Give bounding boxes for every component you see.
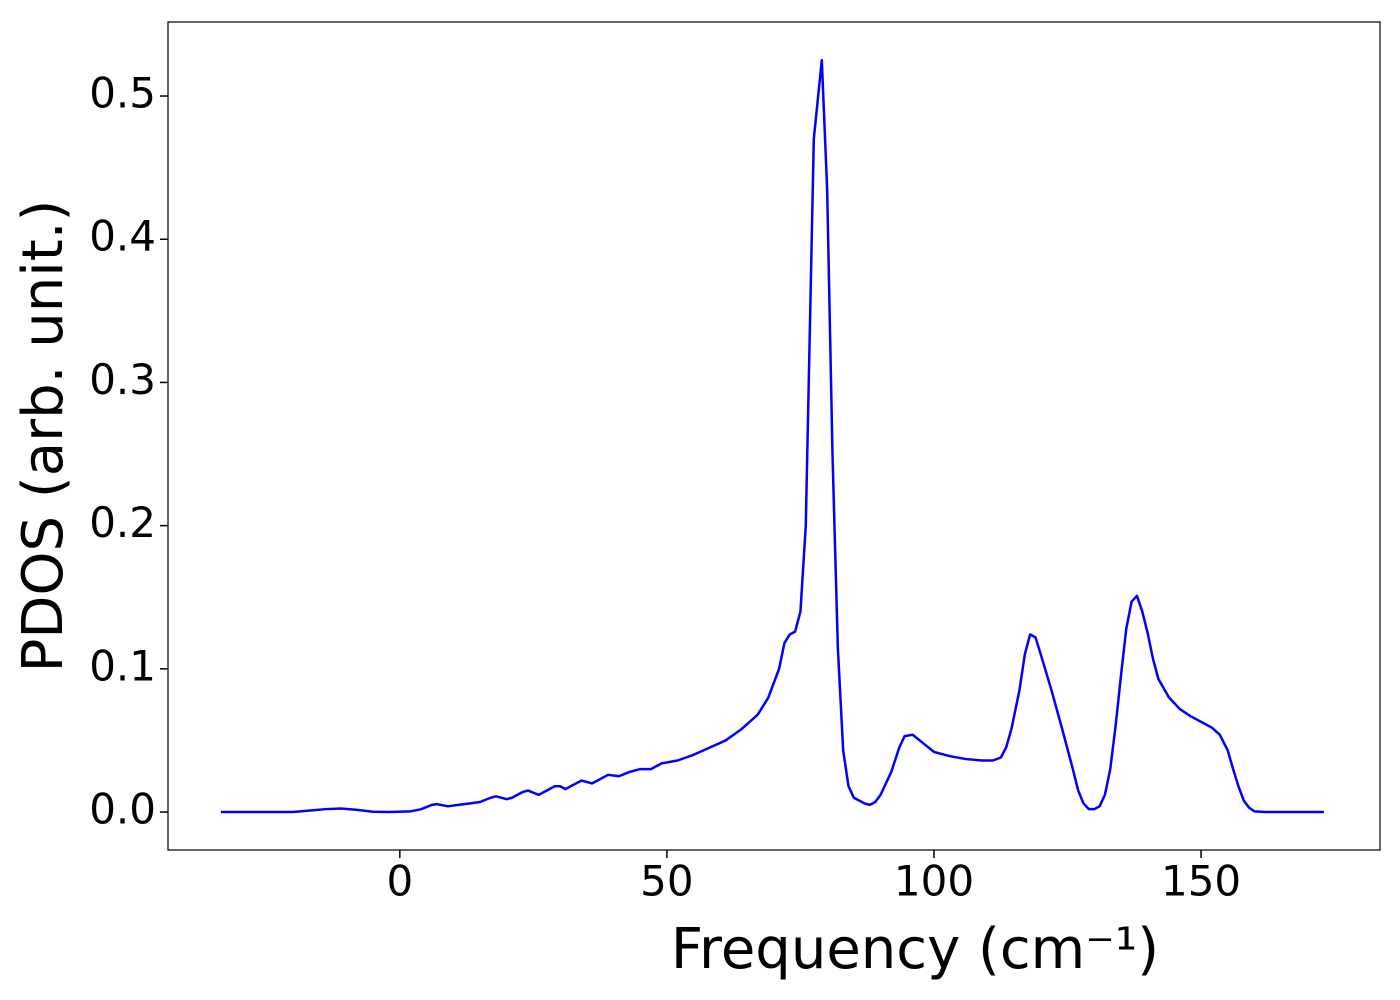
line	[220, 58, 1324, 814]
y-tick-label: 0.1	[89, 641, 156, 690]
x-tick-label: 150	[1161, 857, 1241, 906]
y-axis-label: PDOS (arb. unit.)	[11, 200, 76, 673]
y-tick-label: 0.3	[89, 355, 156, 404]
y-tick-label: 0.2	[89, 498, 156, 547]
x-tick-label: 100	[894, 857, 974, 906]
x-tick-label: 0	[386, 857, 413, 906]
y-tick-label: 0.0	[89, 785, 156, 834]
y-tick-label: 0.5	[89, 69, 156, 118]
x-axis-label: Frequency (cm⁻¹)	[671, 917, 1159, 982]
y-tick-label: 0.4	[89, 212, 156, 261]
x-tick-label: 50	[640, 857, 693, 906]
plot-frame	[167, 21, 1381, 851]
